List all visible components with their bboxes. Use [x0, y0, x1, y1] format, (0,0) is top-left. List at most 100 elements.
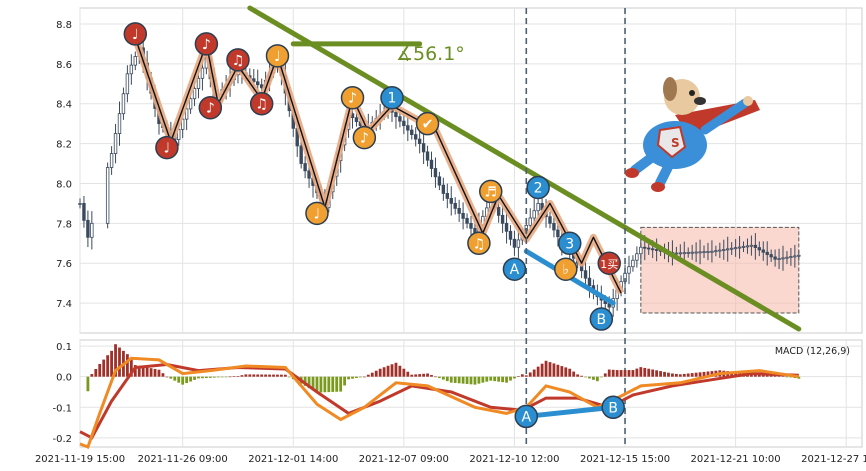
macd-histogram-bar [232, 376, 236, 377]
x-tick-label: 2021-12-07 09:00 [359, 454, 449, 465]
macd-histogram-bar [129, 357, 133, 377]
macd-histogram-bar [678, 374, 682, 377]
wave-marker-label: A [522, 409, 532, 425]
candle-body [184, 108, 189, 120]
candle-body [441, 184, 446, 194]
macd-histogram-bar [639, 367, 643, 377]
macd-histogram-bar [572, 371, 576, 377]
macd-histogram-bar [173, 376, 177, 381]
candle-body [82, 202, 86, 221]
candle-body [504, 222, 509, 232]
candle-body [741, 246, 746, 248]
wave-marker [340, 85, 365, 110]
candle-body [587, 277, 592, 287]
macd-histogram-bar [619, 370, 623, 377]
candle-body [303, 163, 307, 172]
macd-histogram-bar [520, 374, 524, 377]
macd-histogram-bar [686, 373, 690, 377]
macd-histogram-bar [287, 376, 291, 378]
candle-body [429, 159, 434, 169]
macd-histogram-bar [177, 376, 181, 383]
macd-histogram-bar [398, 365, 402, 377]
macd-histogram-bar [374, 370, 378, 377]
candle-body [722, 249, 726, 251]
macd-histogram-bar [283, 374, 287, 377]
macd-histogram-bar [532, 369, 536, 377]
macd-histogram-bar [469, 376, 473, 385]
candle-body [188, 98, 193, 110]
wave-marker [589, 307, 614, 331]
macd-panel: A B MACD (12,26,9) [79, 344, 850, 449]
macd-histogram-bar [185, 376, 189, 384]
macd-histogram-bar [303, 376, 307, 386]
candle-body [548, 216, 552, 224]
candle-body [694, 251, 698, 254]
price-y-tick-label: 8.8 [56, 20, 72, 31]
macd-histogram-bar [280, 374, 283, 377]
price-y-tick-label: 8.4 [56, 100, 72, 111]
wave-marker-label: ♫ [473, 236, 486, 252]
macd-frame [79, 339, 863, 448]
wave-marker [557, 231, 582, 256]
macd-histogram-bar [671, 373, 674, 377]
wave-marker-label: ♩ [274, 49, 281, 65]
candle-body [394, 111, 398, 118]
candle-body [90, 222, 94, 238]
macd-histogram-bar [157, 369, 161, 377]
candle-body [496, 206, 501, 216]
macd-histogram-bar [406, 371, 410, 377]
macd-histogram-bar [702, 371, 706, 377]
macd-histogram-bar [536, 366, 540, 377]
macd-y-tick-label: 0.0 [56, 373, 72, 384]
macd-histogram-bar [418, 374, 422, 377]
macd-histogram-bar [260, 374, 264, 377]
wave-marker-label: 1买 [600, 258, 618, 271]
x-tick-label: 2021-12-15 15:00 [580, 454, 670, 465]
macd-histogram-bar [216, 376, 220, 378]
macd-histogram-bar [485, 376, 489, 382]
macd-histogram-bar [647, 368, 651, 377]
macd-histogram-bar [201, 376, 204, 379]
x-tick-label: 2021-12-01 14:00 [248, 454, 338, 465]
macd-histogram-bar [118, 347, 121, 377]
macd-histogram-bar [694, 372, 698, 377]
wave-marker-label: ♪ [348, 91, 357, 107]
price-y-tick-label: 7.6 [56, 259, 72, 270]
macd-histogram-bar [351, 376, 354, 379]
trendline [247, 5, 802, 332]
macd-histogram-bar [501, 376, 504, 383]
macd-histogram-bar [524, 375, 528, 377]
wave-marker-label: 1 [388, 91, 397, 107]
candle-body [737, 246, 742, 249]
macd-histogram-bar [327, 376, 331, 393]
macd-histogram-bar [505, 376, 508, 383]
wave-marker [514, 404, 539, 429]
wave-marker-label: B [597, 312, 607, 328]
x-tick-label: 2021-12-10 12:00 [469, 454, 559, 465]
range-box [640, 226, 800, 314]
macd-histogram-bar [189, 376, 192, 382]
macd-histogram-bar [311, 376, 315, 391]
wave-marker-label: ♫ [255, 97, 268, 113]
candle-body [710, 250, 714, 253]
macd-legend: MACD (12,26,9) [775, 346, 850, 357]
macd-histogram-bar [540, 363, 544, 377]
macd-histogram-bar [777, 375, 781, 377]
macd-histogram-bar [449, 376, 453, 383]
candle-body [777, 258, 781, 260]
candle-body [516, 239, 521, 248]
wave-marker-label: ✔ [422, 117, 434, 133]
wave-marker [502, 257, 527, 281]
macd-histogram-bar [434, 376, 437, 378]
candle-body [425, 151, 430, 161]
candle-body [252, 78, 256, 83]
macd-histogram-bar [145, 367, 149, 377]
candle-body [678, 252, 683, 255]
macd-histogram-bar [516, 376, 520, 377]
macd-histogram-bar [560, 366, 564, 377]
macd-histogram-bar [359, 376, 362, 378]
macd-y-tick-label: -0.2 [52, 434, 72, 445]
macd-histogram-bar [220, 376, 224, 378]
macd-signal-line [79, 362, 799, 440]
